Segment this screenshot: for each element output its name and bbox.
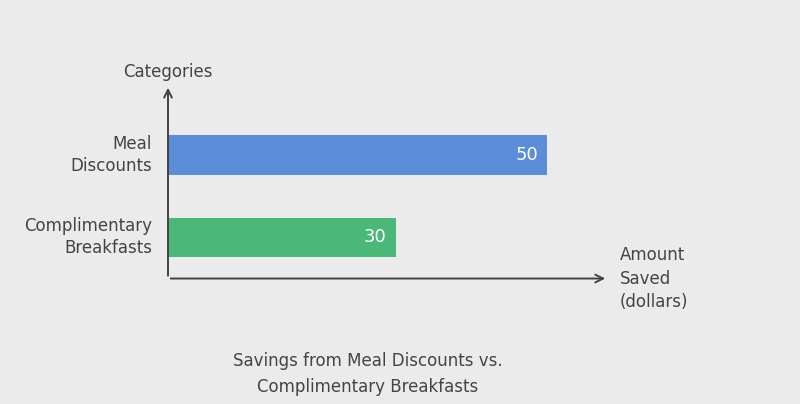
Text: Amount
Saved
(dollars): Amount Saved (dollars) — [619, 246, 688, 311]
Text: Categories: Categories — [123, 63, 213, 81]
Text: 30: 30 — [364, 228, 386, 246]
Bar — [168, 135, 547, 175]
Bar — [168, 218, 395, 257]
Text: 50: 50 — [515, 146, 538, 164]
Text: Savings from Meal Discounts vs.
Complimentary Breakfasts: Savings from Meal Discounts vs. Complime… — [233, 351, 503, 396]
